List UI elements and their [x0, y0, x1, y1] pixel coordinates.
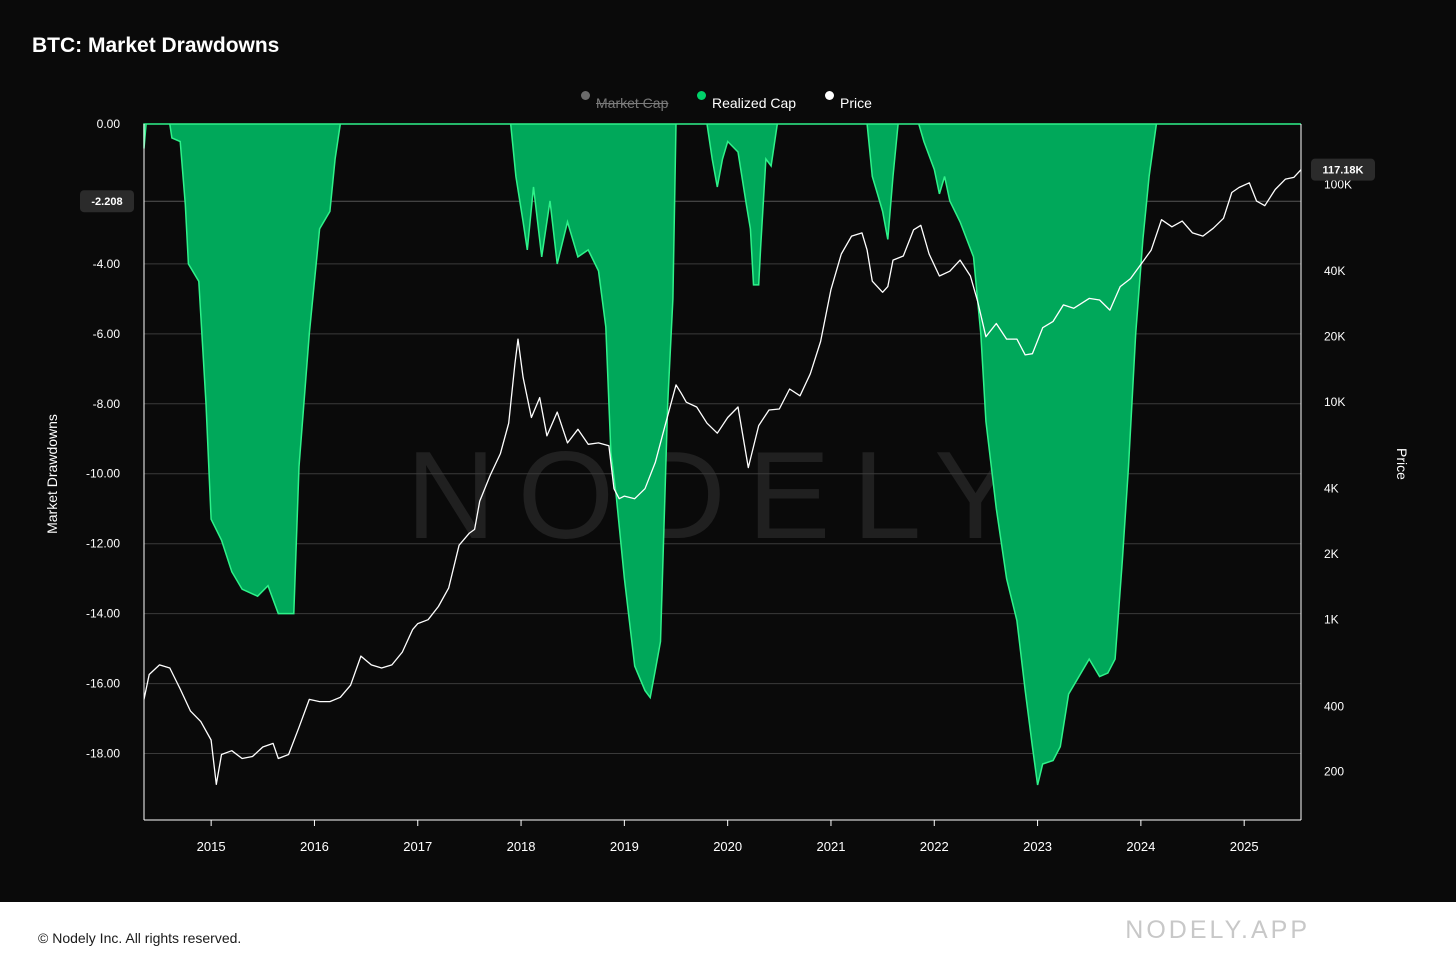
y-left-tick-label: -12.00	[86, 537, 120, 551]
watermark-text: NODELY	[406, 427, 1039, 565]
y-left-tick-label: -8.00	[93, 397, 121, 411]
y-right-tick-label: 10K	[1324, 395, 1345, 409]
current-price-label: 117.18K	[1323, 165, 1364, 177]
y-right-tick-label: 2K	[1324, 547, 1339, 561]
price-line[interactable]	[143, 169, 1302, 786]
x-tick-label: 2019	[610, 839, 639, 854]
legend: Market Cap Realized Cap Price	[0, 90, 1456, 114]
x-tick-label: 2018	[507, 839, 536, 854]
y-right-tick-label: 400	[1324, 699, 1344, 713]
footer: © Nodely Inc. All rights reserved. NODEL…	[0, 902, 1456, 958]
legend-label-realized-cap: Realized Cap	[712, 95, 797, 111]
y-left-tick-label: -14.00	[86, 607, 120, 621]
y-right-tick-label: 40K	[1324, 264, 1345, 278]
copyright-text: © Nodely Inc. All rights reserved.	[38, 930, 242, 946]
legend-label-price: Price	[840, 95, 872, 111]
x-tick-label: 2020	[713, 839, 742, 854]
y-right-axis-title: Price	[1394, 448, 1410, 480]
current-price-badge	[1311, 158, 1375, 181]
realized-cap-area[interactable]	[143, 123, 1301, 786]
chart-canvas[interactable]: NODELY 0.00 -4.00 -6.00 -8.00 -10.00 -12.00 -14…	[0, 0, 1456, 902]
y-left-tick-label: -18.00	[86, 747, 120, 761]
y-left-tick-label: -6.00	[93, 327, 121, 341]
x-tick-label: 2022	[920, 839, 949, 854]
y-right-tick-label: 200	[1324, 765, 1344, 779]
y-left-axis-title: Market Drawdowns	[44, 414, 60, 534]
chart-title: BTC: Market Drawdowns	[32, 34, 280, 57]
x-tick-label: 2015	[197, 839, 226, 854]
y-left-tick-label: -10.00	[86, 467, 120, 481]
y-right-tick-label: 4K	[1324, 482, 1339, 496]
x-tick-label: 2017	[403, 839, 432, 854]
legend-dot-market-cap	[581, 91, 590, 100]
x-tick-label: 2021	[817, 839, 846, 854]
x-tick-label: 2016	[300, 839, 329, 854]
y-right-tick-label: 20K	[1324, 330, 1345, 344]
current-drawdown-label: -2.208	[91, 196, 122, 208]
legend-dot-price	[825, 91, 834, 100]
brand-logo-text[interactable]: NODELY.APP	[1125, 916, 1310, 944]
x-tick-label: 2023	[1023, 839, 1052, 854]
legend-dot-realized-cap	[697, 91, 706, 100]
x-tick-label: 2024	[1126, 839, 1155, 854]
y-left-tick-label: -16.00	[86, 677, 120, 691]
y-left-tick-label: 0.00	[97, 117, 121, 131]
y-right-tick-label: 1K	[1324, 613, 1339, 627]
x-tick-label: 2025	[1230, 839, 1259, 854]
y-right-tick-label: 100K	[1324, 178, 1352, 192]
y-left-tick-label: -4.00	[93, 257, 121, 271]
legend-label-market-cap: Market Cap	[596, 95, 669, 111]
current-drawdown-badge	[80, 190, 134, 213]
